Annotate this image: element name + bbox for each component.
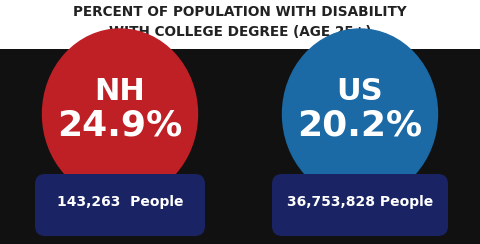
Ellipse shape bbox=[43, 29, 197, 199]
FancyBboxPatch shape bbox=[0, 0, 480, 49]
Text: WITH COLLEGE DEGREE (AGE 25+): WITH COLLEGE DEGREE (AGE 25+) bbox=[109, 25, 371, 39]
Text: 143,263  People: 143,263 People bbox=[57, 195, 183, 209]
FancyBboxPatch shape bbox=[272, 174, 448, 236]
Text: US: US bbox=[336, 78, 384, 106]
Text: 36,753,828 People: 36,753,828 People bbox=[287, 195, 433, 209]
Text: PERCENT OF POPULATION WITH DISABILITY: PERCENT OF POPULATION WITH DISABILITY bbox=[73, 5, 407, 19]
FancyBboxPatch shape bbox=[35, 174, 205, 236]
Text: 20.2%: 20.2% bbox=[298, 109, 422, 143]
Text: NH: NH bbox=[95, 78, 145, 106]
Text: 24.9%: 24.9% bbox=[58, 109, 182, 143]
Ellipse shape bbox=[283, 29, 437, 199]
